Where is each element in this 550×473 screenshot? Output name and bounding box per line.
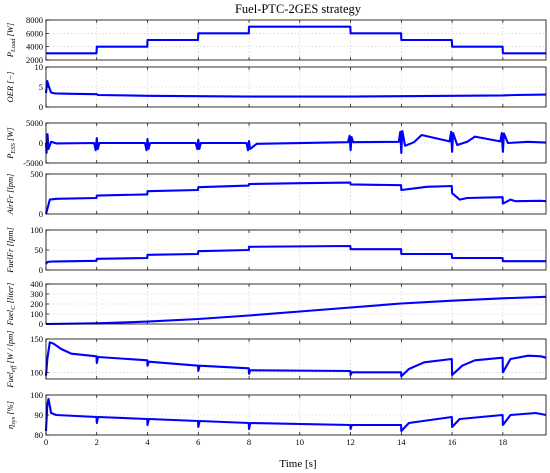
y-tick-label: 80 — [35, 430, 44, 440]
y-tick-label: 300 — [30, 289, 43, 299]
series-line — [44, 397, 547, 433]
series-line — [45, 244, 546, 265]
y-tick-label: 150 — [30, 334, 43, 344]
series-line — [44, 129, 547, 155]
x-tick-labels: 0 2 4 6 8 10 12 14 16 18 — [44, 437, 507, 447]
y-tick-label: 4000 — [26, 42, 43, 52]
x-tick-label: 14 — [397, 437, 406, 447]
axes-box — [45, 338, 547, 380]
x-axis-label: Time [s] — [279, 458, 316, 470]
panel-3: -5000 0 5000 PESS [W] — [5, 118, 547, 168]
x-tick-label: 16 — [448, 437, 457, 447]
y-tick-label: 2000 — [26, 55, 43, 65]
axes-box — [45, 173, 547, 215]
y-tick-label: 0 — [39, 138, 43, 148]
chart-title: Fuel-PTC-2GES strategy — [235, 2, 362, 16]
panel-4: 0 500 AirFr [lpm] — [5, 169, 547, 219]
panel-8: 80 90 100 ηsys [%] — [5, 390, 547, 440]
y-tick-label: 100 — [30, 390, 43, 400]
y-tick-label: 6000 — [26, 28, 43, 38]
y-tick-label: -5000 — [23, 158, 43, 168]
y-axis-label: Fueleff [W / lpm] — [5, 330, 17, 388]
x-tick-label: 2 — [95, 437, 99, 447]
y-axis-label: PLoad [W] — [5, 23, 17, 58]
y-axis-label: FuelC [liter] — [5, 283, 17, 327]
series-line — [44, 341, 547, 378]
y-tick-label: 90 — [35, 410, 44, 420]
y-tick-label: 100 — [30, 309, 43, 319]
series-line — [46, 25, 546, 55]
y-tick-label: 8000 — [26, 15, 43, 25]
y-tick-label: 400 — [30, 279, 43, 289]
x-tick-label: 6 — [196, 437, 200, 447]
y-tick-label: 50 — [35, 245, 44, 255]
panel-2: 0 5 10 OER [−] — [5, 62, 547, 112]
y-tick-label: 200 — [30, 299, 43, 309]
x-tick-label: 18 — [499, 437, 508, 447]
y-tick-label: 10 — [35, 62, 44, 72]
x-tick-label: 10 — [296, 437, 305, 447]
y-tick-label: 0 — [39, 319, 43, 329]
y-tick-label: 100 — [30, 225, 43, 235]
x-tick-label: 12 — [346, 437, 355, 447]
y-tick-label: 0 — [39, 265, 43, 275]
series-line — [44, 79, 547, 98]
series-line — [45, 295, 547, 326]
axes-box — [45, 19, 547, 61]
panel-1: 2000 4000 6000 8000 PLoad [W] — [5, 15, 547, 65]
y-tick-label: 100 — [30, 367, 43, 377]
y-tick-label: 0 — [39, 102, 43, 112]
y-axis-label: OER [−] — [5, 72, 15, 103]
panel-5: 0 50 100 FuelFr [lpm] — [5, 225, 547, 275]
y-axis-label: PESS [W] — [5, 127, 17, 160]
x-tick-label: 8 — [247, 437, 251, 447]
y-tick-label: 5000 — [26, 118, 43, 128]
y-axis-label: FuelFr [lpm] — [5, 227, 15, 274]
y-axis-label: ηsys [%] — [5, 401, 17, 429]
y-axis-label: AirFr [lpm] — [5, 174, 15, 216]
x-tick-label: 4 — [145, 437, 150, 447]
y-tick-label: 500 — [30, 169, 43, 179]
y-tick-label: 5 — [39, 82, 43, 92]
y-tick-label: 0 — [39, 209, 43, 219]
panel-7: 100 150 Fueleff [W / lpm] — [5, 330, 547, 389]
series-line — [44, 181, 547, 215]
x-tick-label: 0 — [44, 437, 48, 447]
